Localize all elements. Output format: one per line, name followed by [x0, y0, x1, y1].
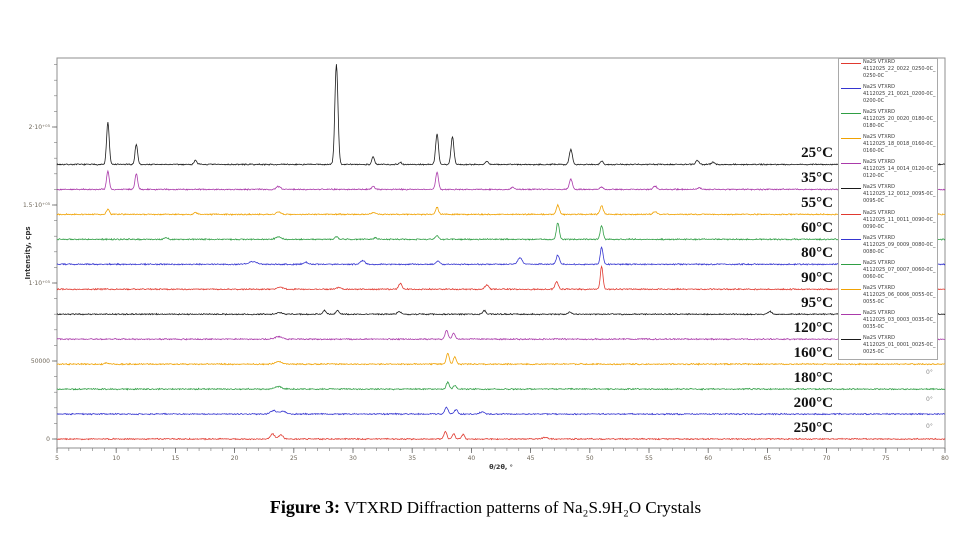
legend-item: Na2S VTXRD 4112025_03_0003_0035-0C_0035-…	[839, 310, 937, 335]
x-tick-label: 35	[408, 455, 416, 462]
x-tick-label: 70	[823, 455, 831, 462]
temp-label-160C: 160°C	[793, 345, 833, 362]
legend-line-sample	[841, 238, 861, 240]
legend-item: Na2S VTXRD 4112025_22_0022_0250-0C_0250-…	[839, 59, 937, 84]
xrd-plot: 5 10 15 20 25 30 35 40 45 50 55 60 65 70 75 80 0 50000 1·1…	[23, 57, 949, 471]
annotation-text: 0°	[926, 369, 933, 376]
x-axis-title: θ/2θ, °	[489, 463, 513, 471]
y-tick-label: 50000	[31, 358, 50, 365]
temp-label-95C: 95°C	[801, 295, 833, 312]
y-tick-label: 1·10⁺⁰⁵	[29, 280, 51, 287]
xrd-curve-60C	[56, 222, 946, 241]
xrd-curve-120C	[56, 329, 946, 341]
y-axis-title: Intensity, cps	[24, 226, 32, 279]
legend-text: Na2S VTXRD 4112025_20_0020_0180-0C_0180-…	[863, 109, 936, 130]
y-tick-label: 2·10⁺⁰⁵	[29, 124, 51, 131]
x-tick-label: 5	[55, 455, 59, 462]
legend-text: Na2S VTXRD 4112025_07_0007_0060-0C_0060-…	[863, 259, 936, 280]
x-tick-label: 40	[468, 455, 476, 462]
x-tick-label: 20	[231, 455, 239, 462]
legend-line-sample	[841, 288, 861, 290]
legend-text: Na2S VTXRD 4112025_09_0009_0080-0C_0080-…	[863, 234, 936, 255]
legend-line-sample	[841, 163, 861, 165]
legend-item: Na2S VTXRD 4112025_12_0012_0095-0C_0095-…	[839, 184, 937, 209]
y-tick-label: 1.5·10⁺⁰⁵	[23, 202, 51, 209]
xrd-curve-55C	[56, 203, 946, 216]
legend-item: Na2S VTXRD 4112025_11_0011_0090-0C_0090-…	[839, 210, 937, 235]
legend-text: Na2S VTXRD 4112025_03_0003_0035-0C_0035-…	[863, 309, 936, 330]
temp-label-25C: 25°C	[801, 145, 833, 162]
legend-text: Na2S VTXRD 4112025_12_0012_0095-0C_0095-…	[863, 184, 936, 205]
x-tick-label: 15	[172, 455, 180, 462]
legend-item: Na2S VTXRD 4112025_18_0018_0160-0C_0160-…	[839, 134, 937, 159]
legend-text: Na2S VTXRD 4112025_01_0001_0025-0C_0025-…	[863, 335, 936, 356]
legend-text: Na2S VTXRD 4112025_22_0022_0250-0C_0250-…	[863, 59, 936, 79]
temp-label-120C: 120°C	[793, 320, 833, 337]
figure-caption-text: VTXRD Diffraction patterns of Na₂S.9H₂O …	[340, 498, 702, 517]
legend-item: Na2S VTXRD 4112025_06_0006_0055-0C_0055-…	[839, 285, 937, 310]
xrd-curve-160C	[56, 352, 945, 366]
legend-line-sample	[841, 63, 861, 64]
x-tick-label: 25	[290, 455, 298, 462]
x-tick-label: 55	[645, 455, 653, 462]
temp-label-180C: 180°C	[793, 370, 833, 387]
annotation-text: 0°	[926, 396, 933, 403]
legend-line-sample	[841, 188, 861, 190]
xrd-curve-25C	[56, 64, 946, 167]
x-tick-label: 45	[527, 455, 535, 462]
legend-item: Na2S VTXRD 4112025_20_0020_0180-0C_0180-…	[839, 109, 937, 134]
temp-label-250C: 250°C	[793, 420, 833, 436]
x-tick-label: 60	[704, 455, 712, 462]
temp-label-55C: 55°C	[801, 195, 833, 212]
temp-label-60C: 60°C	[801, 220, 833, 237]
temp-label-200C: 200°C	[793, 395, 833, 412]
xrd-curve-250C	[56, 430, 946, 441]
x-tick-label: 65	[764, 455, 772, 462]
legend-text: Na2S VTXRD 4112025_18_0018_0160-0C_0160-…	[863, 134, 936, 155]
figure-caption: Figure 3: VTXRD Diffraction patterns of …	[0, 497, 971, 518]
x-axis-ticks: 5 10 15 20 25 30 35 40 45 50 55 60 65 70 75 80	[55, 448, 949, 462]
legend-item: Na2S VTXRD 4112025_07_0007_0060-0C_0060-…	[839, 260, 937, 285]
legend-line-sample	[841, 313, 861, 315]
legend-box: Na2S VTXRD 4112025_22_0022_0250-0C_0250-…	[838, 58, 938, 360]
legend-item: Na2S VTXRD 4112025_14_0014_0120-0C_0120-…	[839, 159, 937, 184]
x-tick-label: 10	[112, 455, 120, 462]
xrd-curve-80C	[56, 246, 946, 266]
legend-text: Na2S VTXRD 4112025_14_0014_0120-0C_0120-…	[863, 159, 936, 180]
temp-label-80C: 80°C	[801, 245, 833, 262]
legend-line-sample	[841, 263, 861, 265]
y-tick-label: 0	[46, 436, 50, 443]
annotation-text: 0°	[926, 423, 933, 430]
legend-item: Na2S VTXRD 4112025_09_0009_0080-0C_0080-…	[839, 235, 937, 260]
legend-text: Na2S VTXRD 4112025_11_0011_0090-0C_0090-…	[863, 209, 936, 230]
xrd-curve-180C	[56, 381, 946, 391]
x-minor-ticks	[56, 448, 946, 451]
xrd-curve-200C	[56, 406, 946, 416]
xrd-figure: 5 10 15 20 25 30 35 40 45 50 55 60 65 70 75 80 0 50000 1·1…	[23, 57, 949, 471]
xrd-curve-90C	[57, 264, 946, 291]
legend-text: Na2S VTXRD 4112025_06_0006_0055-0C_0055-…	[863, 284, 936, 305]
legend-line-sample	[841, 88, 861, 90]
x-tick-label: 75	[882, 455, 890, 462]
xrd-curve-35C	[56, 169, 946, 191]
x-tick-label: 80	[941, 455, 949, 462]
legend-item: Na2S VTXRD 4112025_21_0021_0200-0C_0200-…	[839, 84, 937, 109]
temp-label-35C: 35°C	[801, 170, 833, 187]
y-axis-ticks: 0 50000 1·10⁺⁰⁵ 1.5·10⁺⁰⁵ 2·10⁺⁰⁵	[23, 124, 57, 443]
x-tick-label: 50	[586, 455, 594, 462]
legend-text: Na2S VTXRD 4112025_21_0021_0200-0C_0200-…	[863, 84, 936, 105]
legend-line-sample	[841, 339, 861, 341]
temp-label-90C: 90°C	[801, 270, 833, 287]
x-tick-label: 30	[349, 455, 357, 462]
xrd-curve-95C	[57, 309, 946, 316]
legend-line-sample	[841, 113, 861, 115]
legend-line-sample	[841, 213, 861, 215]
legend-item: Na2S VTXRD 4112025_01_0001_0025-0C_0025-…	[839, 335, 937, 359]
legend-line-sample	[841, 138, 861, 140]
figure-caption-label: Figure 3:	[269, 497, 341, 517]
plot-frame	[56, 57, 946, 449]
